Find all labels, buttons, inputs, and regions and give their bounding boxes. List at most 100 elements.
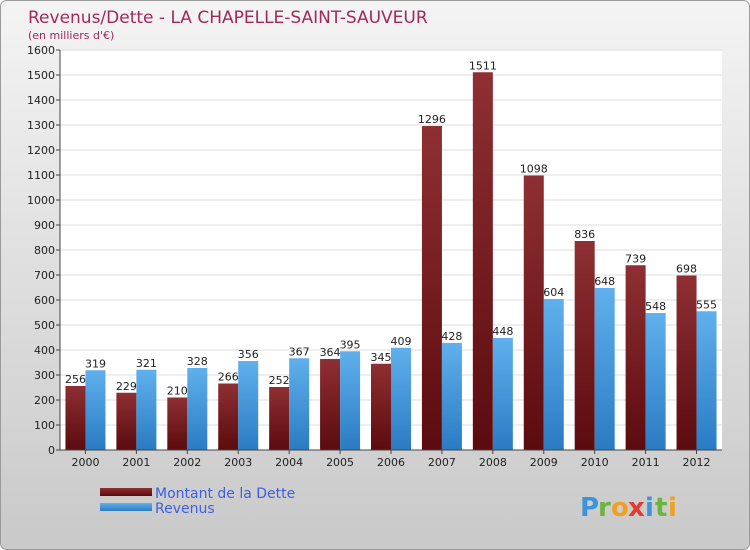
x-tick-label: 2001 bbox=[122, 456, 150, 469]
data-label: 1296 bbox=[418, 113, 446, 126]
y-tick-label: 700 bbox=[34, 269, 55, 282]
y-tick-label: 1400 bbox=[27, 94, 55, 107]
bar-dette bbox=[676, 275, 697, 450]
data-label: 256 bbox=[65, 373, 86, 386]
bar-revenus bbox=[696, 311, 717, 450]
x-tick-label: 2002 bbox=[173, 456, 201, 469]
svg-text:P: P bbox=[580, 493, 599, 523]
data-label: 836 bbox=[574, 228, 595, 241]
x-tick-label: 2009 bbox=[530, 456, 558, 469]
bar-revenus bbox=[391, 347, 411, 450]
y-tick-label: 500 bbox=[34, 319, 55, 332]
data-label: 356 bbox=[238, 348, 259, 361]
svg-text:r: r bbox=[598, 493, 611, 523]
y-tick-label: 600 bbox=[34, 294, 55, 307]
chart-title: Revenus/Dette - LA CHAPELLE-SAINT-SAUVEU… bbox=[28, 8, 428, 28]
data-label: 367 bbox=[289, 345, 310, 358]
legend: Montant de la Dette Revenus bbox=[100, 486, 295, 517]
y-tick-label: 1100 bbox=[27, 169, 55, 182]
bar-revenus bbox=[441, 343, 462, 450]
proxiti-logo: P r o x i t i bbox=[580, 493, 677, 523]
data-label: 555 bbox=[696, 298, 717, 311]
bar-revenus bbox=[492, 338, 513, 450]
y-tick-label: 1600 bbox=[27, 44, 55, 57]
bar-revenus bbox=[85, 370, 106, 450]
x-tick-label: 2007 bbox=[428, 456, 456, 469]
y-tick-label: 400 bbox=[34, 344, 55, 357]
svg-text:t: t bbox=[655, 493, 667, 523]
y-tick-label: 1300 bbox=[27, 119, 55, 132]
x-tick-label: 2008 bbox=[479, 456, 507, 469]
y-tick-label: 100 bbox=[34, 419, 55, 432]
bar-dette bbox=[320, 359, 341, 450]
y-tick-label: 900 bbox=[34, 219, 55, 232]
bar-dette bbox=[523, 175, 544, 450]
data-label: 548 bbox=[645, 300, 666, 313]
bar-revenus bbox=[238, 361, 259, 450]
data-label: 252 bbox=[269, 374, 290, 387]
data-label: 345 bbox=[371, 351, 392, 364]
bar-dette bbox=[472, 72, 493, 450]
axis-layer: 0 100 200 300 400 500 600 700 800 900 1000 1100 1200… bbox=[27, 44, 722, 469]
svg-text:x: x bbox=[628, 493, 645, 523]
y-tick-label: 1200 bbox=[27, 144, 55, 157]
bar-revenus bbox=[136, 369, 157, 450]
data-label: 1098 bbox=[520, 163, 548, 176]
data-label: 409 bbox=[391, 335, 412, 348]
svg-text:o: o bbox=[611, 493, 629, 523]
y-tick-label: 300 bbox=[34, 369, 55, 382]
x-tick-label: 2003 bbox=[224, 456, 252, 469]
bar-dette bbox=[574, 241, 595, 450]
y-tick-label: 1000 bbox=[27, 194, 55, 207]
legend-label-debt: Montant de la Dette bbox=[155, 486, 295, 502]
legend-swatch-revenus bbox=[100, 503, 152, 511]
bar-revenus bbox=[187, 368, 208, 450]
data-label: 698 bbox=[676, 263, 697, 276]
data-label: 266 bbox=[218, 371, 239, 384]
data-label: 229 bbox=[116, 380, 137, 393]
svg-text:i: i bbox=[645, 493, 654, 523]
x-tick-label: 2004 bbox=[275, 456, 303, 469]
data-label: 739 bbox=[625, 252, 646, 265]
data-label: 604 bbox=[543, 286, 564, 299]
bar-revenus bbox=[289, 358, 310, 450]
y-tick-label: 0 bbox=[48, 444, 55, 457]
data-label: 448 bbox=[492, 325, 513, 338]
x-tick-label: 2012 bbox=[683, 456, 711, 469]
y-tick-label: 200 bbox=[34, 394, 55, 407]
y-tick-label: 800 bbox=[34, 244, 55, 257]
bar-dette bbox=[269, 387, 290, 450]
bar-revenus bbox=[340, 351, 361, 450]
bar-dette bbox=[167, 397, 188, 450]
bar-dette bbox=[116, 392, 137, 450]
y-tick-label: 1500 bbox=[27, 69, 55, 82]
x-tick-label: 2000 bbox=[71, 456, 99, 469]
data-label: 648 bbox=[594, 275, 615, 288]
svg-text:i: i bbox=[668, 493, 677, 523]
bar-revenus bbox=[645, 313, 666, 450]
x-tick-label: 2006 bbox=[377, 456, 405, 469]
bar-dette bbox=[65, 386, 86, 450]
bar-revenus bbox=[594, 288, 615, 450]
data-label: 319 bbox=[85, 357, 106, 370]
x-tick-label: 2010 bbox=[581, 456, 609, 469]
data-label: 1511 bbox=[469, 59, 497, 72]
x-tick-label: 2011 bbox=[632, 456, 660, 469]
data-label: 321 bbox=[136, 357, 157, 370]
bar-dette bbox=[625, 265, 646, 450]
bar-dette bbox=[371, 363, 391, 450]
bar-revenus bbox=[543, 299, 564, 450]
bars-layer bbox=[65, 72, 717, 450]
data-label: 395 bbox=[340, 338, 361, 351]
data-label: 210 bbox=[167, 385, 188, 398]
legend-swatch-debt bbox=[100, 488, 152, 496]
bar-dette bbox=[421, 126, 442, 450]
x-tick-label: 2005 bbox=[326, 456, 354, 469]
legend-label-revenus: Revenus bbox=[155, 501, 215, 517]
data-label: 428 bbox=[441, 330, 462, 343]
chart-subtitle: (en milliers d'€) bbox=[28, 29, 114, 42]
bar-dette bbox=[218, 383, 239, 450]
data-label: 364 bbox=[320, 346, 341, 359]
